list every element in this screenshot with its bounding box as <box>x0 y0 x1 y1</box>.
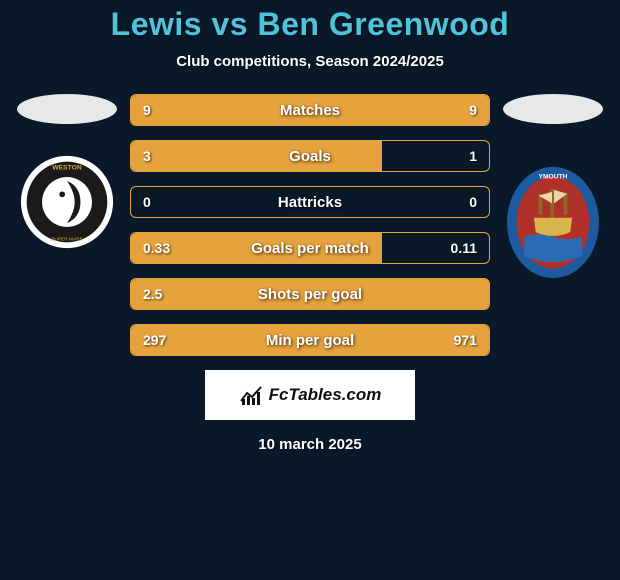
stat-label: Goals per match <box>131 233 489 263</box>
stat-row: 9Matches9 <box>130 94 490 126</box>
stat-value-right: 971 <box>454 325 477 355</box>
brand-box[interactable]: FcTables.com <box>205 370 415 420</box>
stat-row: 2.5Shots per goal <box>130 278 490 310</box>
svg-text:YMOUTH: YMOUTH <box>539 173 568 180</box>
stat-row: 297Min per goal971 <box>130 324 490 356</box>
stat-value-right: 0 <box>469 187 477 217</box>
team-badge-left: WESTON SUPER MARE <box>19 154 115 250</box>
stat-value-right: 1 <box>469 141 477 171</box>
svg-text:SUPER MARE: SUPER MARE <box>51 236 83 242</box>
chart-icon <box>239 383 263 407</box>
stat-label: Min per goal <box>131 325 489 355</box>
date-label: 10 march 2025 <box>0 436 620 453</box>
svg-text:WESTON: WESTON <box>52 164 82 171</box>
stat-label: Goals <box>131 141 489 171</box>
left-side: WESTON SUPER MARE <box>12 94 122 250</box>
weston-badge-icon: WESTON SUPER MARE <box>19 154 115 250</box>
brand-label: FcTables.com <box>269 385 382 405</box>
comparison-card: Lewis vs Ben Greenwood Club competitions… <box>0 0 620 453</box>
main-area: WESTON SUPER MARE 9Matches9 3Goals1 0Hattr… <box>0 94 620 356</box>
page-title: Lewis vs Ben Greenwood <box>0 6 620 43</box>
weymouth-badge-icon: YMOUTH <box>505 165 601 280</box>
stats-column: 9Matches9 3Goals1 0Hattricks0 0.33Goals per… <box>130 94 490 356</box>
stat-row: 0Hattricks0 <box>130 186 490 218</box>
stat-label: Shots per goal <box>131 279 489 309</box>
player-photo-placeholder-left <box>17 94 117 124</box>
stat-value-right: 0.11 <box>451 233 477 263</box>
player-photo-placeholder-right <box>503 94 603 124</box>
right-side: YMOUTH <box>498 94 608 270</box>
stat-row: 0.33Goals per match0.11 <box>130 232 490 264</box>
stat-label: Matches <box>131 95 489 125</box>
stat-row: 3Goals1 <box>130 140 490 172</box>
stat-label: Hattricks <box>131 187 489 217</box>
subtitle: Club competitions, Season 2024/2025 <box>0 53 620 70</box>
team-badge-right: YMOUTH <box>505 174 601 270</box>
stat-value-right: 9 <box>469 95 477 125</box>
